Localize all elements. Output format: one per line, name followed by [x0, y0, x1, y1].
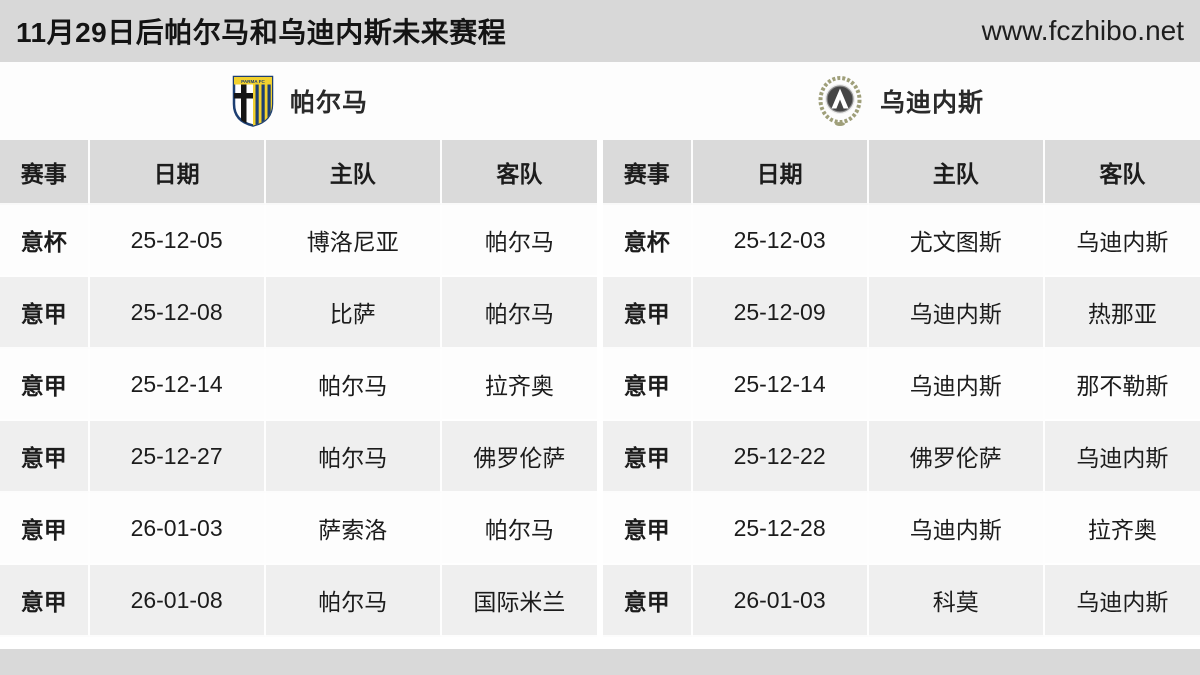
fixture-row: 意甲 25-12-28 乌迪内斯 拉齐奥	[603, 493, 1200, 565]
column-header-home: 主队	[265, 140, 442, 205]
away-team-cell: 帕尔马	[441, 277, 597, 349]
date-cell: 25-12-09	[692, 277, 869, 349]
column-header-competition: 赛事	[603, 140, 693, 205]
table-header-row: 赛事 日期 主队 客队	[0, 140, 597, 205]
fixture-row: 意甲 25-12-22 佛罗伦萨 乌迪内斯	[603, 421, 1200, 493]
date-cell: 26-01-03	[692, 565, 869, 637]
home-team-cell: 帕尔马	[265, 349, 442, 421]
team-name: 乌迪内斯	[879, 89, 984, 117]
away-team-cell: 乌迪内斯	[1044, 205, 1200, 277]
date-cell: 26-01-08	[89, 565, 266, 637]
team-band: PARMA FC 帕尔马 乌迪内斯	[0, 62, 1200, 140]
date-cell: 25-12-28	[692, 493, 869, 565]
home-team-cell: 乌迪内斯	[868, 349, 1045, 421]
fixture-row: 意杯 25-12-03 尤文图斯 乌迪内斯	[603, 205, 1200, 277]
team-header-udinese: 乌迪内斯	[600, 62, 1200, 140]
fixture-row: 意甲 25-12-09 乌迪内斯 热那亚	[603, 277, 1200, 349]
fixtures-table-udinese: 赛事 日期 主队 客队 意杯 25-12-03 尤文图斯 乌迪内斯 意甲 25-12-09 乌迪内斯…	[603, 140, 1200, 637]
date-cell: 25-12-03	[692, 205, 869, 277]
column-header-away: 客队	[1044, 140, 1200, 205]
home-team-cell: 科莫	[868, 565, 1045, 637]
competition-cell: 意甲	[603, 493, 693, 565]
column-header-date: 日期	[89, 140, 266, 205]
date-cell: 25-12-05	[89, 205, 266, 277]
away-team-cell: 帕尔马	[441, 205, 597, 277]
column-header-home: 主队	[868, 140, 1045, 205]
away-team-cell: 乌迪内斯	[1044, 565, 1200, 637]
date-cell: 26-01-03	[89, 493, 266, 565]
competition-cell: 意甲	[0, 277, 90, 349]
home-team-cell: 乌迪内斯	[868, 493, 1045, 565]
away-team-cell: 热那亚	[1044, 277, 1200, 349]
team-name: 帕尔马	[289, 89, 368, 117]
site-url: www.fczhibo.net	[981, 15, 1184, 46]
away-team-cell: 拉齐奥	[441, 349, 597, 421]
fixture-row: 意甲 25-12-08 比萨 帕尔马	[0, 277, 597, 349]
home-team-cell: 帕尔马	[265, 565, 442, 637]
top-bar: 11月29日后帕尔马和乌迪内斯未来赛程 www.fczhibo.net	[0, 0, 1200, 62]
away-team-cell: 帕尔马	[441, 493, 597, 565]
home-team-cell: 乌迪内斯	[868, 277, 1045, 349]
fixture-row: 意甲 26-01-03 萨索洛 帕尔马	[0, 493, 597, 565]
competition-cell: 意甲	[603, 565, 693, 637]
home-team-cell: 博洛尼亚	[265, 205, 442, 277]
column-header-away: 客队	[441, 140, 597, 205]
competition-cell: 意甲	[0, 565, 90, 637]
away-team-cell: 那不勒斯	[1044, 349, 1200, 421]
fixtures-table-parma: 赛事 日期 主队 客队 意杯 25-12-05 博洛尼亚 帕尔马 意甲 25-12-08 比萨 帕尔马…	[0, 140, 597, 637]
page-title: 11月29日后帕尔马和乌迪内斯未来赛程	[16, 17, 507, 48]
footer-spacer	[0, 637, 1200, 649]
competition-cell: 意甲	[0, 493, 90, 565]
away-team-cell: 拉齐奥	[1044, 493, 1200, 565]
date-cell: 25-12-14	[692, 349, 869, 421]
away-team-cell: 佛罗伦萨	[441, 421, 597, 493]
date-cell: 25-12-27	[89, 421, 266, 493]
home-team-cell: 萨索洛	[265, 493, 442, 565]
away-team-cell: 乌迪内斯	[1044, 421, 1200, 493]
home-team-cell: 帕尔马	[265, 421, 442, 493]
date-cell: 25-12-22	[692, 421, 869, 493]
column-header-date: 日期	[692, 140, 869, 205]
fixture-row: 意甲 25-12-14 乌迪内斯 那不勒斯	[603, 349, 1200, 421]
competition-cell: 意甲	[603, 277, 693, 349]
competition-cell: 意甲	[0, 421, 90, 493]
team-header-parma: PARMA FC 帕尔马	[0, 62, 600, 140]
table-divider	[597, 140, 603, 637]
competition-cell: 意甲	[603, 421, 693, 493]
fixture-row: 意甲 26-01-08 帕尔马 国际米兰	[0, 565, 597, 637]
date-cell: 25-12-08	[89, 277, 266, 349]
away-team-cell: 国际米兰	[441, 565, 597, 637]
home-team-cell: 佛罗伦萨	[868, 421, 1045, 493]
home-team-cell: 比萨	[265, 277, 442, 349]
fixture-row: 意甲 25-12-14 帕尔马 拉齐奥	[0, 349, 597, 421]
svg-text:PARMA FC: PARMA FC	[241, 79, 265, 84]
fixture-row: 意甲 25-12-27 帕尔马 佛罗伦萨	[0, 421, 597, 493]
competition-cell: 意杯	[0, 205, 90, 277]
parma-crest-icon: PARMA FC	[232, 75, 274, 127]
udinese-crest-icon	[816, 75, 864, 127]
competition-cell: 意甲	[603, 349, 693, 421]
table-header-row: 赛事 日期 主队 客队	[603, 140, 1200, 205]
home-team-cell: 尤文图斯	[868, 205, 1045, 277]
column-header-competition: 赛事	[0, 140, 90, 205]
fixture-row: 意甲 26-01-03 科莫 乌迪内斯	[603, 565, 1200, 637]
competition-cell: 意甲	[0, 349, 90, 421]
competition-cell: 意杯	[603, 205, 693, 277]
date-cell: 25-12-14	[89, 349, 266, 421]
footer-band	[0, 649, 1200, 675]
fixtures-tables: 赛事 日期 主队 客队 意杯 25-12-05 博洛尼亚 帕尔马 意甲 25-12-08 比萨 帕尔马…	[0, 140, 1200, 637]
fixture-row: 意杯 25-12-05 博洛尼亚 帕尔马	[0, 205, 597, 277]
